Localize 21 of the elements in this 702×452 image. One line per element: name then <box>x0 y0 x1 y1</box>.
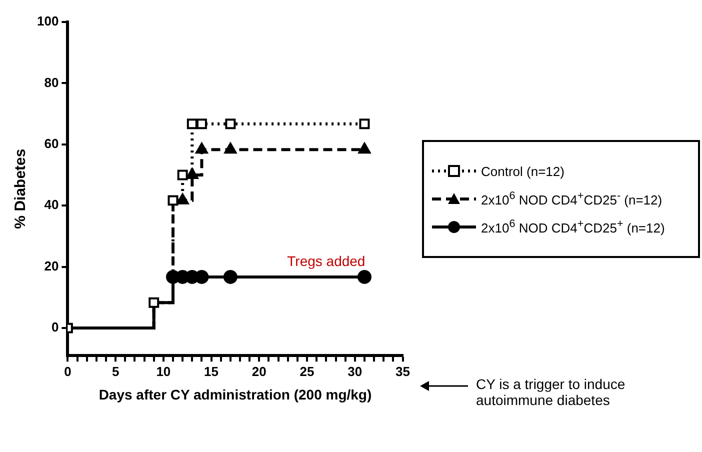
y-tick-label: 60 <box>44 136 59 151</box>
y-tick-label: 20 <box>44 258 59 274</box>
x-tick-label: 25 <box>300 364 314 379</box>
y-tick-label: 0 <box>51 320 59 335</box>
y-tick-label: 40 <box>44 197 59 212</box>
x-tick-label: 15 <box>204 364 219 379</box>
x-tick-label: 30 <box>348 364 362 379</box>
annotation: Tregs added <box>287 252 366 269</box>
x-tick-label: 10 <box>156 364 171 379</box>
legend-label: 2x10$^{6}$ NOD CD4$^{+}$CD25$^{+}$ (n=12) <box>481 218 665 236</box>
x-axis-title: Days after CY administration (200 mg/kg) <box>98 386 372 402</box>
x-tick-label: 35 <box>396 364 410 379</box>
x-tick-label: 0 <box>64 364 72 379</box>
y-axis-title: % Diabetes <box>12 148 30 229</box>
y-tick-label: 80 <box>44 74 59 90</box>
text: CY is a trigger to induce autoimmune diabetes <box>476 376 626 408</box>
legend-label: Control (n=12) <box>481 164 564 178</box>
legend-label: 2x10$^{6}$ NOD CD4$^{+}$CD25$^{-}$ (n=12) <box>481 190 662 208</box>
y-tick-label: 100 <box>36 14 59 29</box>
x-tick-label: 5 <box>112 364 120 379</box>
x-tick-label: 20 <box>252 364 266 379</box>
